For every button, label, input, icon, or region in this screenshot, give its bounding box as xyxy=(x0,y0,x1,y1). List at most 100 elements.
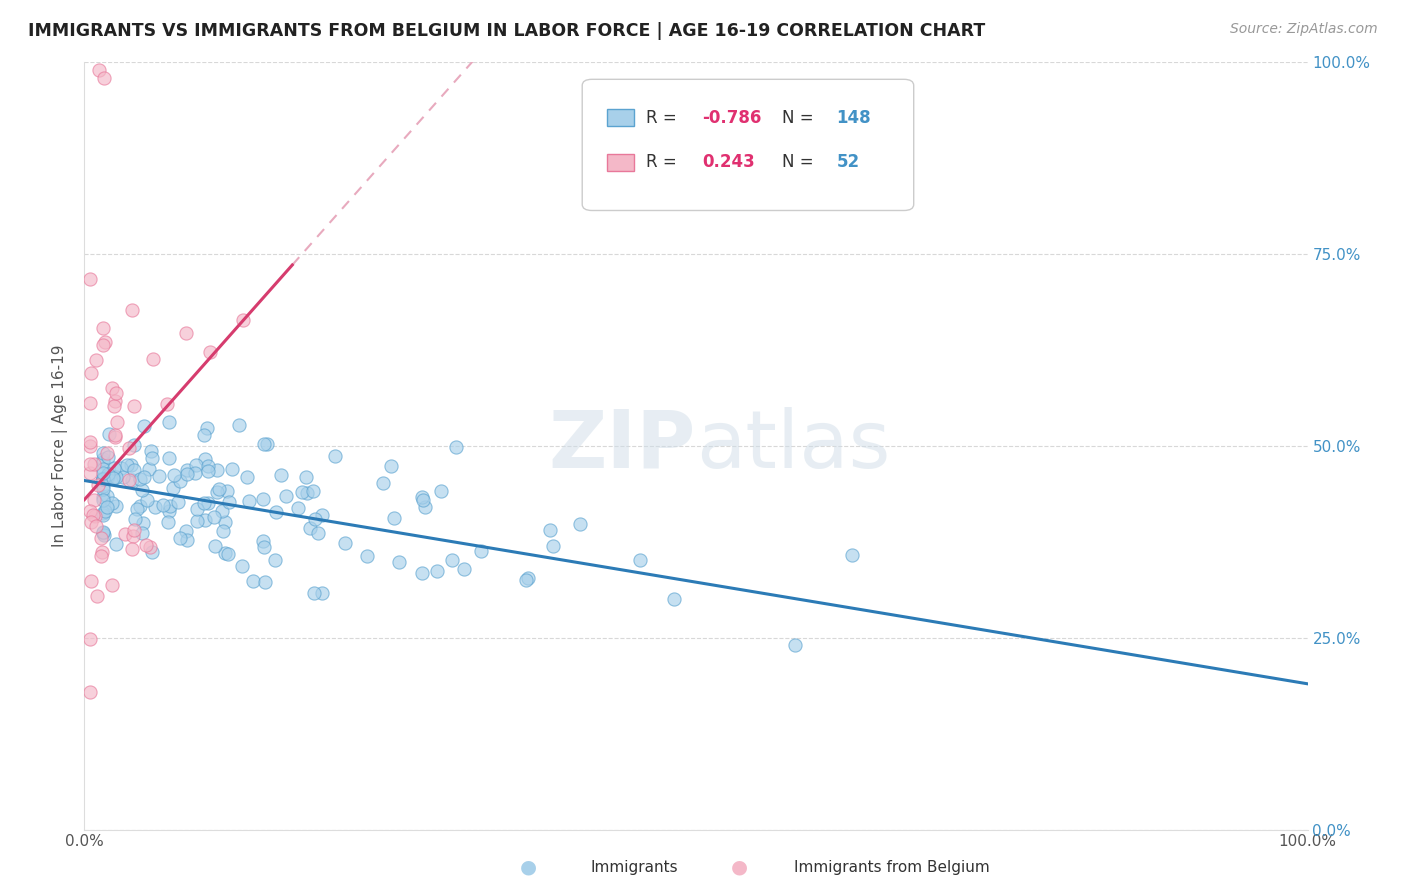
Bar xyxy=(606,153,634,170)
Text: Source: ZipAtlas.com: Source: ZipAtlas.com xyxy=(1230,22,1378,37)
Point xyxy=(157,415,180,429)
Point xyxy=(79,504,101,518)
Point xyxy=(93,70,115,85)
Point xyxy=(232,313,254,327)
Point xyxy=(453,562,475,576)
Point xyxy=(91,482,114,496)
FancyBboxPatch shape xyxy=(582,79,914,211)
Point xyxy=(94,504,117,518)
Text: 148: 148 xyxy=(837,109,872,127)
Text: R =: R = xyxy=(645,153,682,171)
Point xyxy=(183,466,205,480)
Point xyxy=(97,450,120,465)
Point xyxy=(134,419,156,434)
Point xyxy=(83,492,105,507)
Point xyxy=(231,558,253,573)
Text: -0.786: -0.786 xyxy=(702,109,762,127)
Y-axis label: In Labor Force | Age 16-19: In Labor Force | Age 16-19 xyxy=(52,344,69,548)
Point xyxy=(83,457,105,471)
Point xyxy=(440,552,463,566)
Point xyxy=(79,366,101,380)
Point xyxy=(101,578,124,592)
Text: Immigrants: Immigrants xyxy=(591,860,678,874)
Point xyxy=(205,485,228,500)
Point xyxy=(193,496,215,510)
Point xyxy=(156,397,179,411)
Point xyxy=(157,504,180,518)
Text: Immigrants from Belgium: Immigrants from Belgium xyxy=(794,860,990,874)
Point xyxy=(304,512,326,526)
Point xyxy=(295,486,318,500)
Point xyxy=(541,539,564,553)
Point xyxy=(101,381,124,395)
Point xyxy=(214,515,236,529)
Point xyxy=(228,417,250,432)
Text: ●: ● xyxy=(731,857,748,877)
Point xyxy=(91,506,114,520)
Point xyxy=(252,533,274,548)
Point xyxy=(79,457,101,471)
Point xyxy=(129,499,152,513)
Point xyxy=(157,516,180,530)
Point xyxy=(218,495,240,509)
Point xyxy=(197,496,219,510)
Point xyxy=(104,537,127,551)
Point xyxy=(79,439,101,453)
Point xyxy=(152,498,174,512)
Point xyxy=(157,450,180,465)
Point xyxy=(186,514,208,528)
Point xyxy=(90,531,112,545)
Point xyxy=(97,467,120,482)
Point xyxy=(120,458,142,472)
Point xyxy=(121,541,143,556)
Point xyxy=(174,326,197,340)
Point xyxy=(80,574,103,589)
Point xyxy=(82,508,104,522)
Point xyxy=(270,468,292,483)
Point xyxy=(91,455,114,469)
Text: N =: N = xyxy=(782,153,818,171)
Point xyxy=(470,543,492,558)
Point xyxy=(94,335,117,350)
Point xyxy=(124,399,146,413)
Point xyxy=(388,555,411,569)
Point xyxy=(217,483,239,498)
Point xyxy=(96,446,118,460)
Point xyxy=(91,490,114,504)
Point xyxy=(96,489,118,503)
Point xyxy=(141,450,163,465)
Point xyxy=(264,504,287,518)
Point xyxy=(103,461,125,475)
Point xyxy=(101,495,124,509)
Point xyxy=(79,396,101,410)
Point xyxy=(136,493,159,508)
Point xyxy=(79,434,101,449)
Point xyxy=(114,527,136,541)
Point xyxy=(238,494,260,508)
Point xyxy=(335,535,357,549)
Point xyxy=(91,462,114,476)
Point xyxy=(103,471,125,485)
Point xyxy=(517,571,540,585)
Point xyxy=(91,479,114,493)
Point xyxy=(430,483,453,498)
Point xyxy=(91,446,114,460)
Point xyxy=(129,472,152,486)
Point xyxy=(384,511,406,525)
Point xyxy=(186,501,208,516)
Point xyxy=(83,508,105,523)
Point xyxy=(325,449,347,463)
Point xyxy=(122,438,145,452)
Text: atlas: atlas xyxy=(696,407,890,485)
Point xyxy=(91,320,114,334)
Point xyxy=(176,524,198,538)
Point xyxy=(444,440,467,454)
Point xyxy=(143,500,166,514)
Point xyxy=(169,531,191,545)
Point xyxy=(176,533,198,548)
Point xyxy=(194,513,217,527)
Point xyxy=(96,500,118,514)
Point xyxy=(132,516,155,530)
Point xyxy=(124,512,146,526)
Point xyxy=(274,489,297,503)
